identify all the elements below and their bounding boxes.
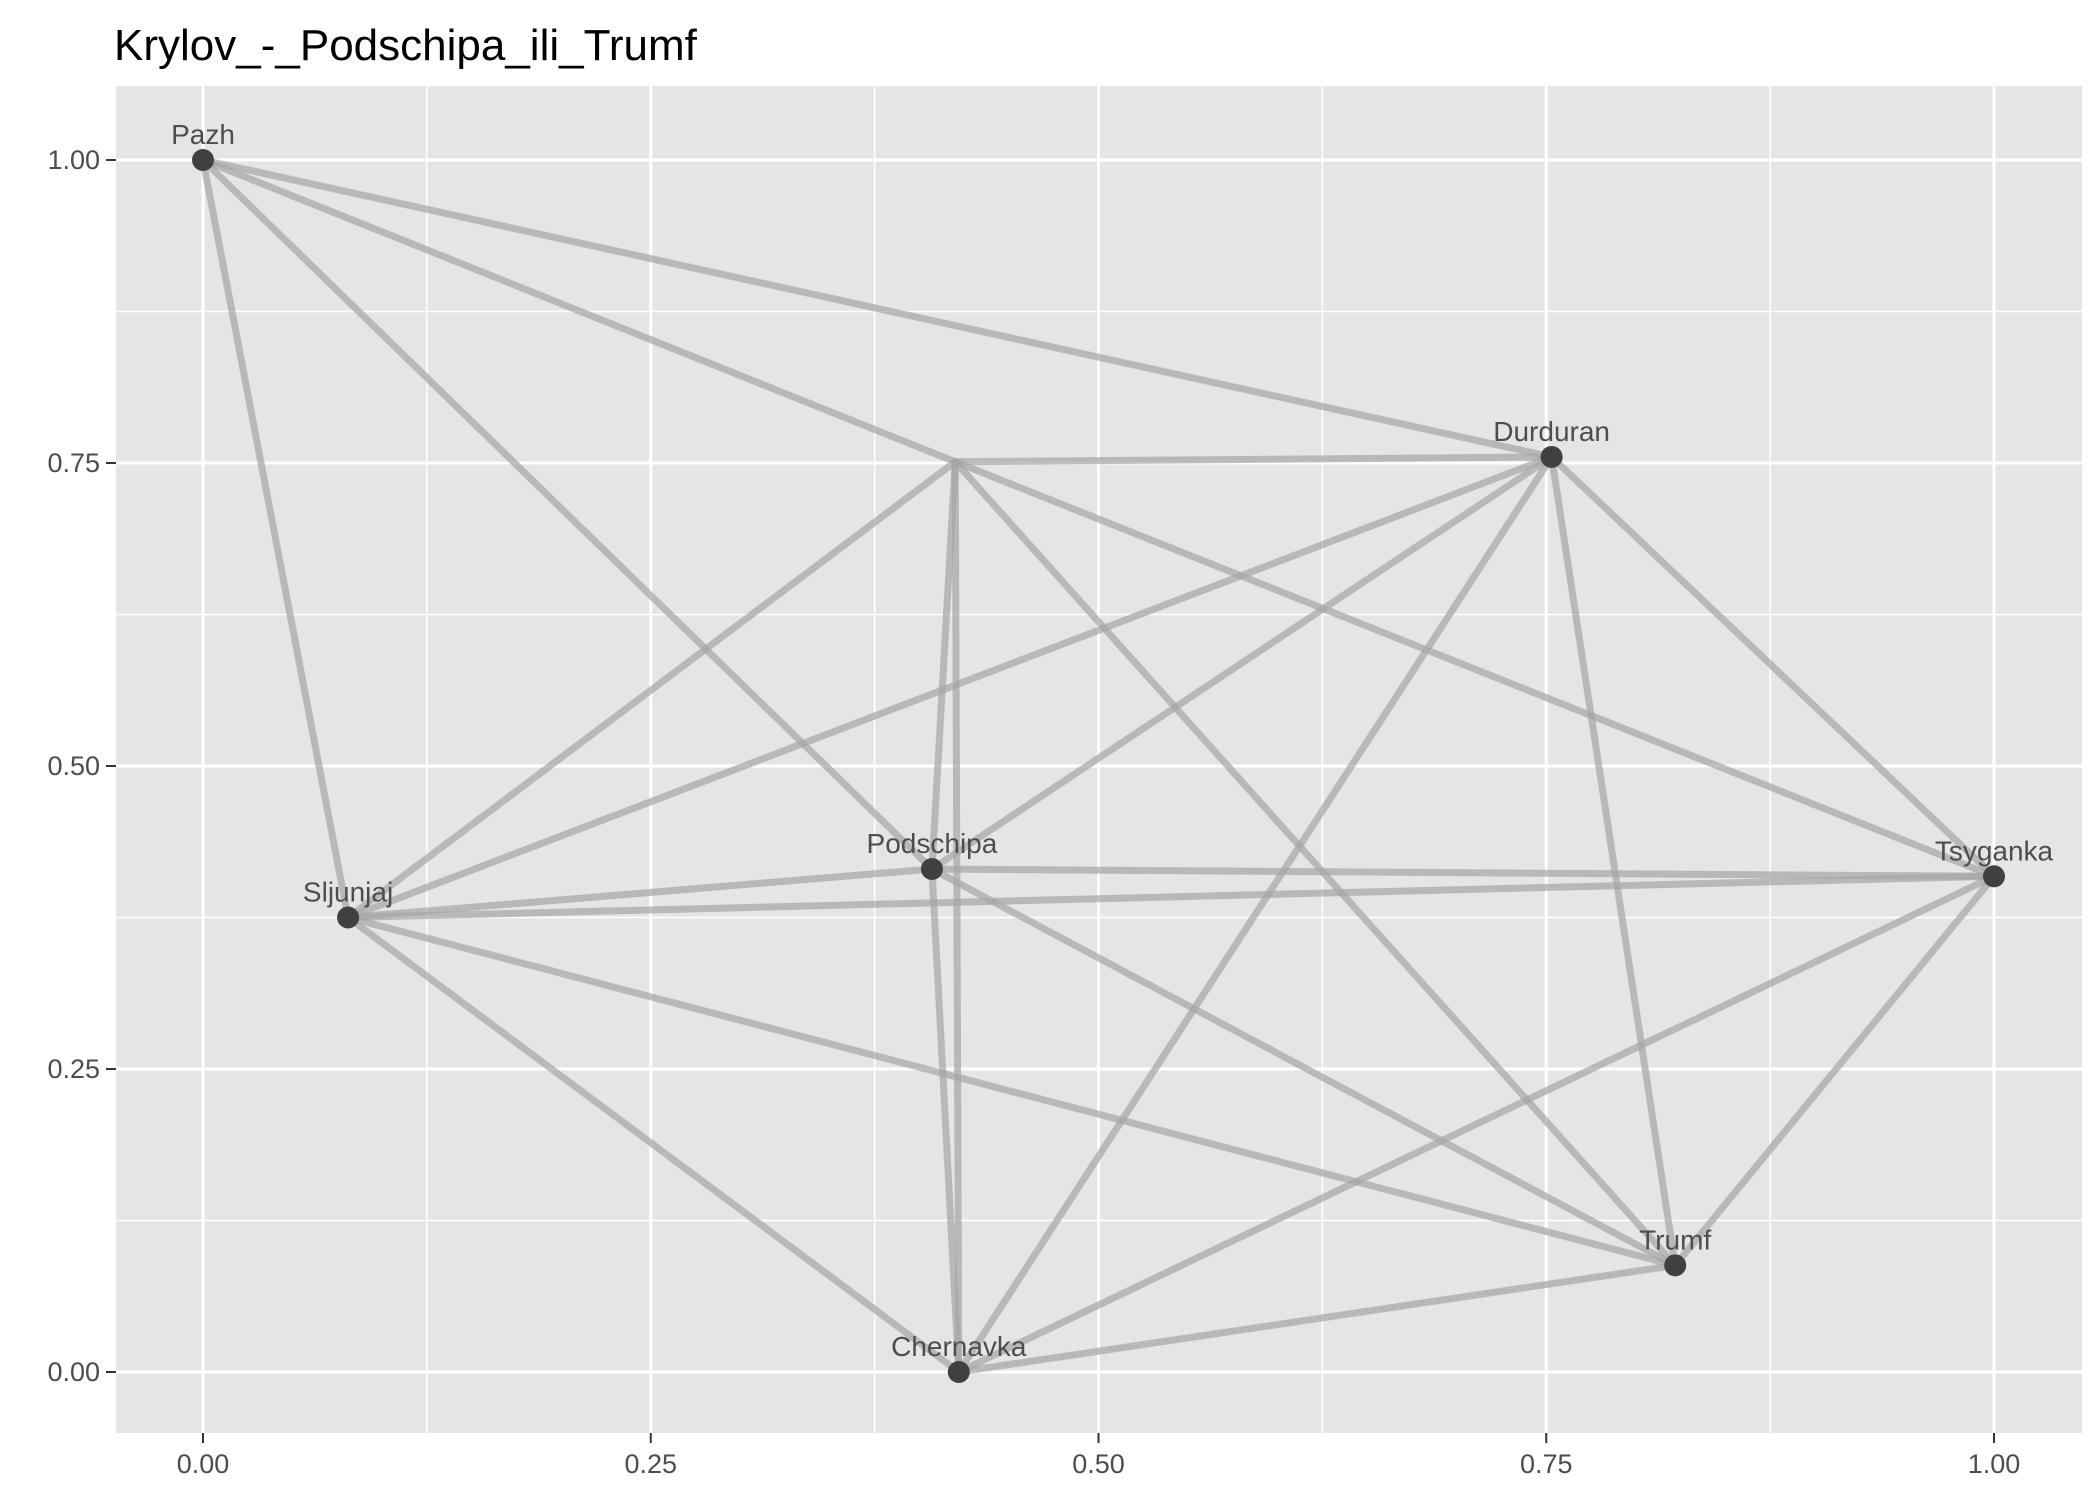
edge-trumf-chernavka [955,1261,1679,1376]
edge-durduran-sljunjaj [344,453,1556,921]
x-tick-label: 1.00 [1968,1449,2021,1479]
y-tick-label: 0.50 [47,751,100,781]
edge-podschipa-tsyganka [928,865,1998,880]
node-label-trumf: Trumf [1639,1224,1711,1255]
edge-durduran-podschipa [928,453,1556,873]
edge-pazh-hub [199,156,959,466]
edge-durduran-chernavka [955,453,1556,1376]
x-tick-label: 0.25 [624,1449,677,1479]
y-tick-label: 0.00 [47,1357,100,1387]
node-label-chernavka: Chernavka [891,1331,1027,1362]
node-label-sljunjaj: Sljunjaj [303,877,393,908]
node-trumf [1664,1254,1687,1277]
node-tsyganka [1983,865,2005,888]
edge-sljunjaj-chernavka [344,914,963,1376]
edge-podschipa-chernavka [928,865,963,1376]
edge-hub-podschipa [928,458,959,873]
x-tick-label: 0.75 [1520,1449,1573,1479]
node-labels-layer: Pazh Durduran Podschipa Sljunjaj Tsyganka Tru… [171,119,2053,1362]
y-tick-label: 0.75 [47,448,100,478]
edges-layer [199,156,1998,1376]
node-label-durduran: Durduran [1493,416,1610,447]
node-label-tsyganka: Tsyganka [1935,835,2054,866]
edge-pazh-sljunjaj [199,156,352,921]
edge-hub-trumf [951,458,1679,1269]
edge-durduran-trumf [1548,453,1679,1269]
x-axis: 0.00 0.25 0.50 0.75 1.00 [177,1433,2021,1479]
edge-tsyganka-chernavka [955,872,1998,1376]
x-tick-label: 0.00 [177,1449,230,1479]
edge-tsyganka-trumf [1671,872,1998,1269]
x-tick-label: 0.50 [1072,1449,1125,1479]
node-durduran [1540,445,1563,468]
y-tick-label: 1.00 [47,145,100,175]
y-axis: 0.00 0.25 0.50 0.75 1.00 [47,145,116,1387]
edge-sljunjaj-podschipa [344,865,936,921]
edge-pazh-durduran [199,156,1556,461]
edge-pazh-podschipa [199,156,936,873]
nodes-layer [192,149,2005,1383]
chart-title: Krylov_-_Podschipa_ili_Trumf [114,21,698,70]
edge-hub-durduran [951,453,1556,466]
edge-hub-sljunjaj [344,458,959,921]
node-label-podschipa: Podschipa [867,828,998,859]
y-tick-label: 0.25 [47,1054,100,1084]
edge-durduran-tsyganka [1548,453,1998,880]
edge-sljunjaj-trumf [344,914,1679,1269]
node-sljunjaj [337,906,360,929]
edge-hub-chernavka [951,458,963,1376]
edge-podschipa-trumf [928,865,1679,1269]
edge-sljunjaj-tsyganka [344,872,1998,921]
edge-hub-tsyganka [951,458,1998,880]
node-podschipa [920,858,943,881]
node-chernavka [947,1361,970,1383]
node-pazh [192,149,214,171]
node-label-pazh: Pazh [171,119,235,150]
